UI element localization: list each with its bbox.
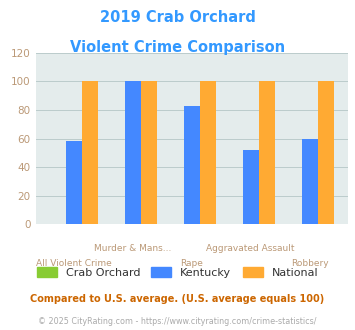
Bar — [243, 150, 259, 224]
Bar — [184, 106, 200, 224]
Bar — [125, 82, 141, 224]
Text: © 2025 CityRating.com - https://www.cityrating.com/crime-statistics/: © 2025 CityRating.com - https://www.city… — [38, 317, 317, 326]
Bar — [302, 139, 318, 224]
Text: Rape: Rape — [180, 259, 203, 268]
Bar — [82, 82, 98, 224]
Bar — [141, 82, 157, 224]
Bar — [318, 82, 334, 224]
Bar — [259, 82, 275, 224]
Text: Robbery: Robbery — [291, 259, 329, 268]
Text: All Violent Crime: All Violent Crime — [36, 259, 111, 268]
Text: Murder & Mans...: Murder & Mans... — [94, 244, 171, 253]
Text: 2019 Crab Orchard: 2019 Crab Orchard — [99, 10, 256, 25]
Text: Compared to U.S. average. (U.S. average equals 100): Compared to U.S. average. (U.S. average … — [31, 294, 324, 304]
Bar — [200, 82, 215, 224]
Bar — [66, 142, 82, 224]
Legend: Crab Orchard, Kentucky, National: Crab Orchard, Kentucky, National — [33, 263, 322, 282]
Text: Aggravated Assault: Aggravated Assault — [207, 244, 295, 253]
Text: Violent Crime Comparison: Violent Crime Comparison — [70, 40, 285, 54]
